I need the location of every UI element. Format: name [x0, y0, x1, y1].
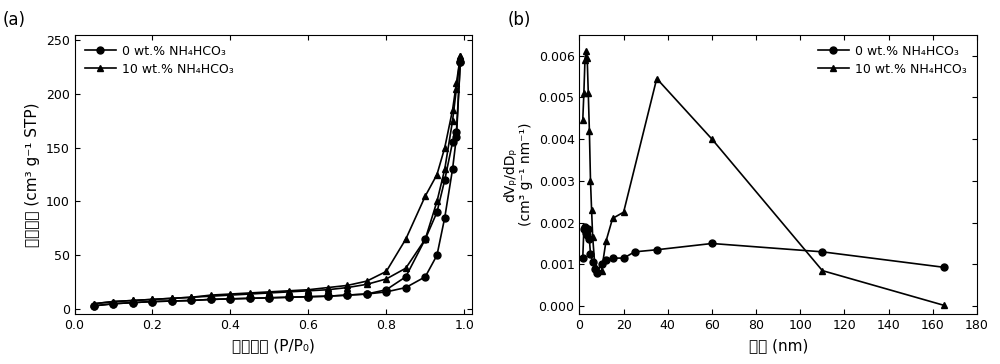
Legend: 0 wt.% NH₄HCO₃, 10 wt.% NH₄HCO₃: 0 wt.% NH₄HCO₃, 10 wt.% NH₄HCO₃ — [81, 41, 238, 79]
Text: (b): (b) — [508, 11, 531, 29]
Legend: 0 wt.% NH₄HCO₃, 10 wt.% NH₄HCO₃: 0 wt.% NH₄HCO₃, 10 wt.% NH₄HCO₃ — [814, 41, 971, 79]
X-axis label: 相对压强 (P/P₀): 相对压强 (P/P₀) — [232, 338, 315, 353]
Text: (a): (a) — [3, 11, 26, 29]
Y-axis label: dVₚ/dDₚ
(cm³ g⁻¹ nm⁻¹): dVₚ/dDₚ (cm³ g⁻¹ nm⁻¹) — [503, 123, 533, 226]
X-axis label: 孔径 (nm): 孔径 (nm) — [749, 338, 808, 353]
Y-axis label: 吸附体积 (cm³ g⁻¹ STP): 吸附体积 (cm³ g⁻¹ STP) — [25, 102, 40, 247]
